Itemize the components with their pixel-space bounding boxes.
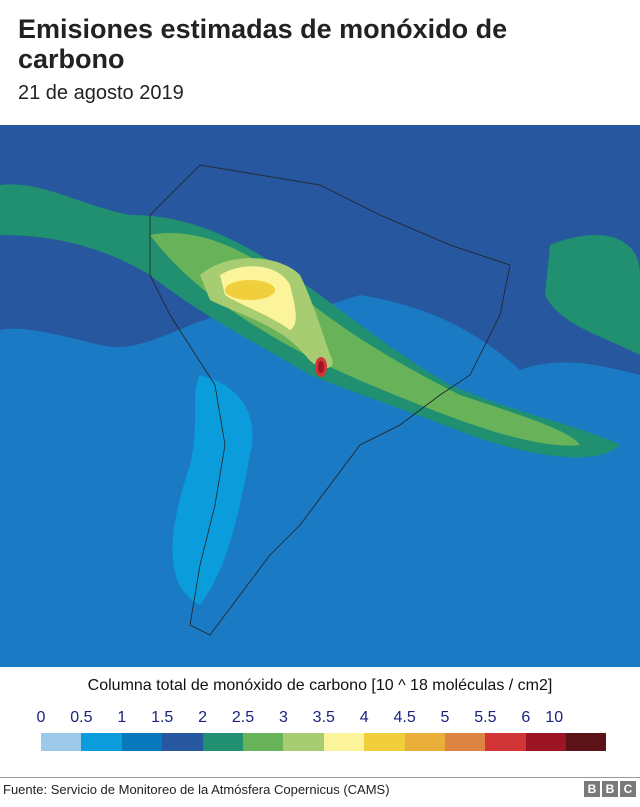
legend-swatch: [364, 733, 405, 751]
legend-color-bar: [41, 733, 607, 751]
legend-tick-label: 10: [545, 709, 564, 726]
legend-tick-label: 5: [440, 709, 450, 726]
orange-spot: [225, 280, 275, 300]
legend-swatch: [202, 733, 243, 751]
legend-swatch: [485, 733, 526, 751]
legend-swatch: [444, 733, 486, 751]
source-note: Fuente: Servicio de Monitoreo de la Atmó…: [3, 782, 390, 797]
legend-swatch: [404, 733, 445, 751]
legend-swatch: [41, 733, 82, 751]
east-green-blob: [545, 235, 640, 355]
legend-swatch: [242, 733, 284, 751]
legend-tick-label: 6: [521, 709, 531, 726]
legend-tick-label: 4: [359, 709, 369, 726]
legend-tick-label: 2: [198, 709, 208, 726]
legend-tick-label: 0.5: [70, 709, 93, 726]
co-emissions-map: [0, 125, 640, 667]
legend-tick-label: 1: [117, 709, 127, 726]
legend-tick-label: 5.5: [474, 709, 497, 726]
legend-tick-label: 1.5: [151, 709, 174, 726]
divider: [0, 777, 640, 778]
legend-swatch: [81, 733, 122, 751]
chart-title: Emisiones estimadas de monóxido de carbo…: [18, 14, 508, 74]
legend-tick-label: 3: [278, 709, 288, 726]
legend-swatch: [121, 733, 163, 751]
legend-tick-label: 4.5: [393, 709, 416, 726]
south-america-outline: [149, 164, 511, 636]
legend-title: Columna total de monóxido de carbono [10…: [87, 677, 553, 694]
legend-swatch: [566, 733, 607, 751]
date-subtitle: 21 de agosto 2019: [18, 82, 184, 104]
light-blue-south: [172, 375, 253, 605]
legend-swatch: [283, 733, 324, 751]
legend-tick-label: 3.5: [312, 709, 335, 726]
legend-swatch: [323, 733, 365, 751]
legend-tick-label: 2.5: [231, 709, 255, 726]
legend-ticks: 0 0.5 1 1.5 2 2.5 3 3.5 4 4.5 5 5.5 6 10: [0, 709, 640, 729]
legend-swatch: [162, 733, 203, 751]
legend-swatch: [525, 733, 567, 751]
northern-band: [0, 125, 640, 375]
legend-tick-label: 0: [36, 709, 46, 726]
